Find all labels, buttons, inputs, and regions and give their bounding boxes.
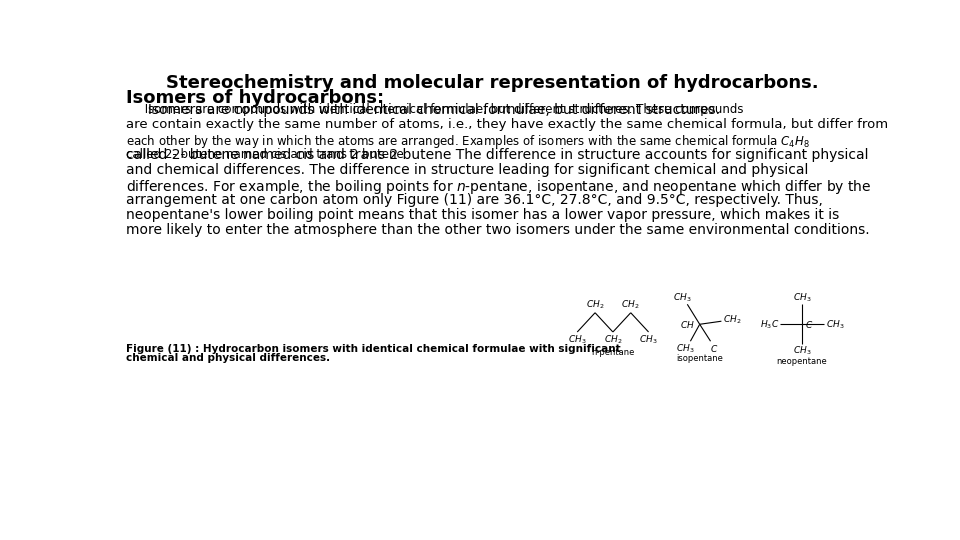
Text: Figure (11) : Hydrocarbon isomers with identical chemical formulae with signific: Figure (11) : Hydrocarbon isomers with i… bbox=[126, 343, 621, 354]
Text: $C$: $C$ bbox=[709, 343, 718, 354]
Text: more likely to enter the atmosphere than the other two isomers under the same en: more likely to enter the atmosphere than… bbox=[126, 224, 870, 238]
Text: $H_3C$: $H_3C$ bbox=[759, 318, 780, 330]
Text: are contain exactly the same number of atoms, i.e., they have exactly the same c: are contain exactly the same number of a… bbox=[126, 118, 888, 131]
Text: $CH_3$: $CH_3$ bbox=[826, 318, 845, 330]
Text: $CH_2$: $CH_2$ bbox=[586, 299, 604, 311]
Text: called 2- butene named cis and trans 2 butene The difference in structure accoun: called 2- butene named cis and trans 2 b… bbox=[126, 148, 869, 163]
Text: each other by the way in which the atoms are arranged. Examples of isomers with : each other by the way in which the atoms… bbox=[126, 133, 810, 150]
Text: differences. For example, the boiling points for $\it{n}$-pentane, isopentane, a: differences. For example, the boiling po… bbox=[126, 178, 872, 197]
Text: called 2- butene named cis and trans 2 butene: called 2- butene named cis and trans 2 b… bbox=[126, 148, 408, 161]
Text: $CH_2$: $CH_2$ bbox=[723, 313, 741, 326]
Text: neopentane's lower boiling point means that this isomer has a lower vapor pressu: neopentane's lower boiling point means t… bbox=[126, 208, 839, 222]
Text: and chemical differences. The difference in structure leading for significant ch: and chemical differences. The difference… bbox=[126, 164, 808, 177]
Text: arrangement at one carbon atom only Figure (11) are 36.1°C, 27.8°C, and 9.5°C, r: arrangement at one carbon atom only Figu… bbox=[126, 193, 823, 207]
Text: $CH_2$: $CH_2$ bbox=[604, 333, 622, 346]
Text: Stereochemistry and molecular representation of hydrocarbons.: Stereochemistry and molecular representa… bbox=[166, 74, 818, 92]
Text: $CH_2$: $CH_2$ bbox=[621, 299, 640, 311]
Text: isopentane: isopentane bbox=[676, 354, 723, 363]
Text: $C$: $C$ bbox=[805, 319, 813, 330]
Text: $CH_3$: $CH_3$ bbox=[568, 333, 587, 346]
Text: Isomers are compounds with identical chemical formulae, but different structures: Isomers are compounds with identical che… bbox=[126, 103, 744, 116]
Text: $CH_3$: $CH_3$ bbox=[793, 345, 811, 357]
Text: n-pentane: n-pentane bbox=[591, 348, 635, 356]
Text: $CH_3$: $CH_3$ bbox=[677, 343, 695, 355]
Text: $CH_3$: $CH_3$ bbox=[673, 292, 692, 305]
Text: neopentane: neopentane bbox=[777, 357, 828, 366]
Text: Isomers are compounds with identical chemical formulae, but different structures: Isomers are compounds with identical che… bbox=[126, 103, 720, 117]
Text: chemical and physical differences.: chemical and physical differences. bbox=[126, 353, 330, 363]
Text: $CH_3$: $CH_3$ bbox=[793, 291, 811, 303]
Text: Isomers of hydrocarbons:: Isomers of hydrocarbons: bbox=[126, 90, 384, 107]
Text: $CH$: $CH$ bbox=[681, 319, 695, 330]
Text: $CH_3$: $CH_3$ bbox=[639, 333, 658, 346]
